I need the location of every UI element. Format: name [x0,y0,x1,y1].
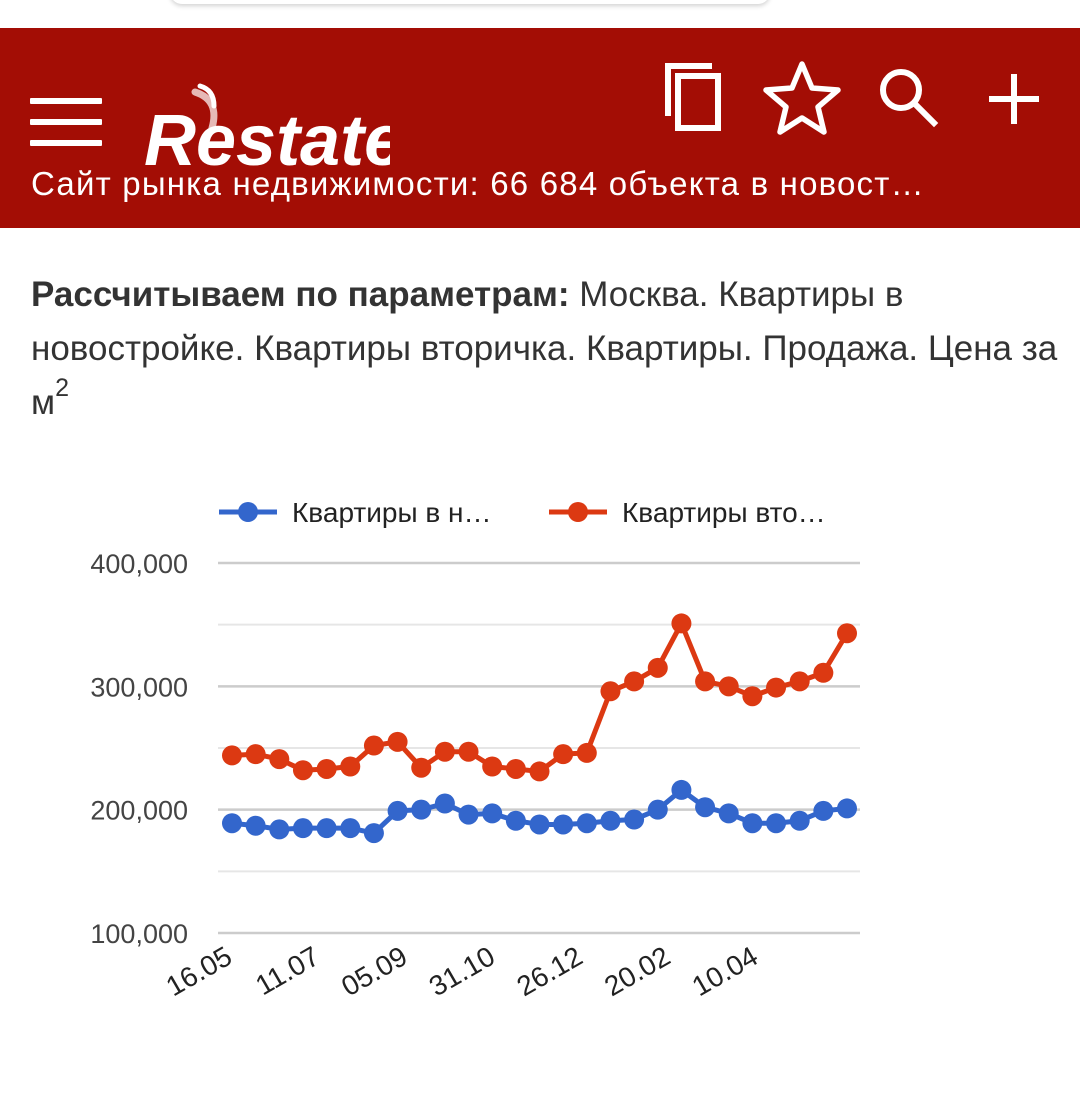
search-icon[interactable] [868,58,948,138]
site-header: Restate Сайт рынка недвижимости: 66 684 … [0,28,1080,228]
series-2-point [624,671,645,692]
series-1-point [363,823,384,844]
series-1-point [766,813,787,834]
x-tick-label: 05.09 [336,940,412,1002]
browser-address-bar[interactable] [170,0,770,4]
series-2-point [482,756,503,777]
params-description: Рассчитываем по параметрам: Москва. Квар… [31,268,1061,430]
series-1-point [482,803,503,824]
y-tick-label: 400,000 [90,549,188,579]
series-2-point [671,613,692,634]
series-2-point [837,623,857,644]
y-tick-label: 300,000 [90,672,188,702]
series-2-point [340,756,361,777]
series-1-point [269,819,290,840]
series-1-point [529,814,550,835]
legend-label: Квартиры вто… [622,497,826,528]
series-2-point [269,749,290,770]
series-2-point [411,757,432,778]
params-unit-superscript: 2 [55,374,69,402]
y-tick-label: 200,000 [90,796,188,826]
series-1-point [316,818,337,839]
plus-icon[interactable] [974,58,1054,138]
x-tick-label: 11.07 [250,940,324,1001]
series-1-point [222,813,242,834]
series-2-point [222,745,242,766]
legend-marker [238,502,258,522]
series-1-point [624,809,645,830]
series-2-point [766,677,787,698]
browser-top-strip [0,0,1080,28]
series-1-point [718,803,739,824]
series-2-point [718,676,739,697]
series-1-point [505,810,526,831]
series-1-point [600,810,621,831]
series-2-point [789,671,810,692]
star-icon[interactable] [762,58,842,138]
series-1-point [553,814,574,835]
series-2-point [600,681,621,702]
x-tick-label: 10.04 [687,940,763,1002]
series-1-point [647,799,668,820]
series-2-point [553,744,574,765]
legend-marker [568,502,588,522]
series-1-point [292,818,313,839]
params-label: Рассчитываем по параметрам: [31,275,570,314]
series-2-point [434,741,455,762]
series-2-point [505,758,526,779]
series-2-point [245,744,266,765]
series-1-point [387,800,408,821]
params-text: Москва. Квартиры в новостройке. Квартиры… [31,275,1058,422]
series-1-point [695,797,716,818]
x-tick-label: 16.05 [161,940,237,1002]
series-1-point [789,810,810,831]
series-2-point [363,735,384,756]
x-tick-label: 31.10 [424,940,500,1002]
series-2-point [292,760,313,781]
series-2-point [576,742,597,763]
site-subtitle[interactable]: Сайт рынка недвижимости: 66 684 объекта … [31,165,925,202]
series-1-point [411,799,432,820]
series-2-point [742,686,763,707]
logo[interactable]: Restate [140,70,390,170]
series-1-point [458,804,479,825]
series-1-point [340,818,361,839]
y-tick-label: 100,000 [90,919,188,949]
series-1-point [671,779,692,800]
series-2-point [529,761,550,782]
series-1-point [576,813,597,834]
series-1-point [434,793,455,814]
x-tick-label: 26.12 [511,940,587,1002]
series-1-point [813,800,834,821]
x-tick-label: 20.02 [599,940,675,1002]
series-2-point [387,731,408,752]
series-2-point [813,662,834,683]
series-2-point [458,741,479,762]
series-2-point [647,657,668,678]
copy-icon[interactable] [654,58,734,138]
series-1-point [245,815,266,836]
series-2-point [695,671,716,692]
legend-label: Квартиры в н… [292,497,491,528]
series-2-point [316,758,337,779]
menu-icon[interactable] [30,98,102,146]
series-1-point [742,813,763,834]
logo-text: Restate [144,101,390,170]
series-1-point [837,798,857,819]
